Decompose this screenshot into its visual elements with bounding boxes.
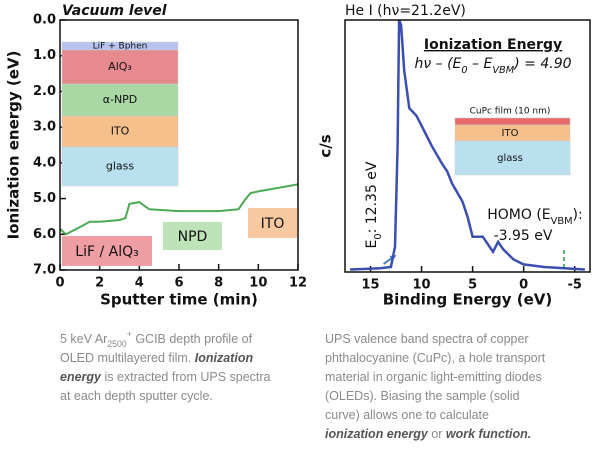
x-tick-label: -5 [567, 278, 581, 293]
x-axis-label: Sputter time (min) [100, 291, 258, 309]
plot-frame [59, 19, 299, 271]
x-tick-label: 10 [413, 278, 431, 293]
text-part: is extracted from UPS spectra [101, 370, 271, 384]
y-tick-label: 6.0 [33, 227, 56, 242]
caption-line: 5 keV Ar2500+ GCIB depth profile of [60, 329, 253, 349]
text-part: UPS valence band spectra of copper [325, 332, 529, 346]
text-part: – E [468, 56, 493, 72]
homo-label: HOMO (EVBM): [487, 207, 582, 227]
caption-line: UPS valence band spectra of copper [325, 332, 529, 346]
inset-layer-label: glass [106, 160, 135, 173]
text-part: or [428, 427, 446, 441]
text-part: : 12.35 eV [364, 161, 380, 233]
data-line [350, 20, 585, 271]
text-part: Ionization [195, 351, 254, 365]
caption-line: curve) allows one to calculate [325, 408, 489, 422]
inset-layer-label: LiF + Bphen [93, 42, 148, 52]
text-part: OLED multilayered film. [60, 351, 195, 365]
chart-title: He I (hν=21.2eV) [345, 3, 466, 19]
text-part: VBM [492, 65, 514, 76]
data-line [60, 183, 298, 236]
caption-line: OLED multilayered film. Ionization [60, 351, 253, 365]
inset-layer [61, 49, 179, 85]
inset-layer [61, 115, 179, 148]
text-part: ionization energy [325, 427, 429, 441]
text-part: 5 keV Ar [60, 332, 107, 346]
text-part: HOMO (E [487, 207, 550, 223]
homo-value: -3.95 eV [494, 228, 553, 244]
heading: Ionization Energy [424, 37, 562, 53]
x-tick-label: 0 [55, 276, 64, 291]
inset-layer [61, 146, 179, 187]
inset-layer [454, 140, 571, 176]
text-part: work function. [446, 427, 531, 441]
caption-line: phthalocyanine (CuPc), a hole transport [325, 351, 546, 365]
text-part: (OLEDs). Biasing the sample (solid [325, 389, 520, 403]
x-axis-label: Binding Energy (eV) [383, 291, 553, 309]
e0-label: E0: 12.35 eV [364, 161, 384, 248]
y-axis-label: Ionization energy (eV) [5, 51, 23, 240]
y-axis-label: c/s [317, 134, 335, 157]
text-part: energy [60, 370, 102, 384]
text-part: phthalocyanine (CuPc), a hole transport [325, 351, 546, 365]
x-tick-label: 5 [468, 278, 477, 293]
inset-layer-label: ITO [111, 125, 130, 138]
caption-line: energy is extracted from UPS spectra [60, 370, 271, 384]
inset-layer-label: AlQ₃ [108, 60, 132, 73]
chart-title: Vacuum level [62, 3, 167, 19]
caption-line: material in organic light-emitting diode… [325, 370, 542, 384]
inset-layer-label: ITO [502, 128, 519, 139]
x-tick-label: 10 [249, 276, 267, 291]
text-part: + [127, 329, 132, 339]
text-part: 2500 [107, 339, 127, 349]
text-part: hν – (E [414, 56, 461, 72]
text-part: GCIB depth profile of [132, 332, 253, 346]
y-tick-label: 7.0 [33, 263, 56, 278]
text-part: E [364, 240, 380, 249]
x-tick-label: 15 [361, 278, 379, 293]
text-part: 0 [461, 65, 467, 76]
text-part: ): [573, 207, 583, 223]
x-tick-label: 0 [519, 278, 528, 293]
inset-label: CuPc film (10 nm) [470, 107, 551, 117]
region-label: NPD [178, 229, 208, 245]
caption-line: at each depth sputter cycle. [60, 389, 213, 403]
y-tick-label: 4.0 [33, 155, 56, 170]
plot-frame [344, 19, 591, 273]
x-tick-label: 8 [214, 276, 223, 291]
text-part: 0 [373, 233, 384, 239]
inset-layer [454, 117, 571, 126]
text-part: ) = 4.90 [513, 56, 571, 72]
region-label: LiF / AlQ₃ [75, 244, 138, 260]
text-part: curve) allows one to calculate [325, 408, 489, 422]
formula: hν – (E0 – EVBM) = 4.90 [414, 56, 571, 76]
inset-layer [61, 83, 179, 117]
caption-line: ionization energy or work function. [325, 427, 531, 441]
x-tick-label: 2 [95, 276, 104, 291]
y-tick-label: 5.0 [33, 191, 56, 206]
caption-line: (OLEDs). Biasing the sample (solid [325, 389, 520, 403]
text-part: material in organic light-emitting diode… [325, 370, 542, 384]
text-part: VBM [551, 216, 573, 227]
y-tick-label: 3.0 [33, 120, 56, 135]
text-part: at each depth sputter cycle. [60, 389, 213, 403]
x-tick-label: 6 [174, 276, 183, 291]
inset-layer-label: α-NPD [103, 93, 138, 106]
region-label: ITO [261, 216, 285, 232]
x-tick-label: 4 [135, 276, 144, 291]
y-tick-label: 1.0 [33, 48, 56, 63]
region-box [62, 236, 152, 266]
region-box [248, 208, 297, 238]
y-tick-label: 2.0 [33, 84, 56, 99]
inset-layer-label: glass [497, 153, 523, 164]
y-tick-label: 0.0 [33, 13, 56, 28]
x-tick-label: 12 [289, 276, 307, 291]
region-box [163, 222, 222, 250]
